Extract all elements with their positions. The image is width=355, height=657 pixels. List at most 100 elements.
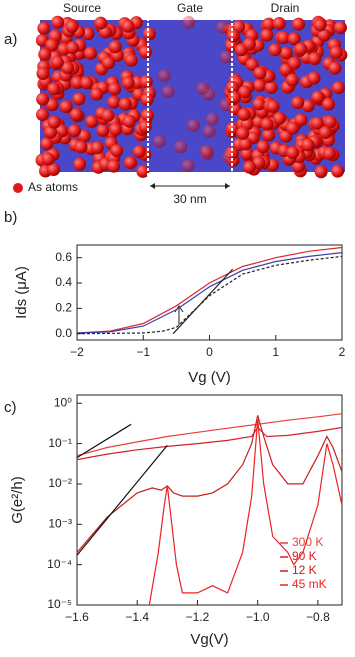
y-tick-label: 0.0: [55, 326, 72, 340]
atom: [226, 29, 240, 43]
atom: [72, 92, 86, 106]
atom: [101, 56, 115, 70]
x-tick-label: −1.0: [246, 610, 270, 624]
atom: [329, 45, 343, 59]
atom: [139, 75, 153, 89]
atom: [317, 28, 331, 42]
data-line: [76, 252, 343, 334]
y-tick-label: 10⁻¹: [48, 436, 72, 450]
x-tick-label: −0.8: [306, 610, 330, 624]
atom: [291, 96, 305, 110]
atom: [110, 144, 124, 158]
atom: [301, 99, 315, 113]
legend-label: 12 K: [292, 563, 317, 577]
atom: [118, 97, 132, 111]
atom: [51, 15, 65, 29]
atom: [227, 91, 241, 105]
x-tick-label: −1.6: [65, 610, 89, 624]
atom: [292, 17, 306, 31]
atom: [240, 147, 254, 161]
atom: [61, 61, 75, 75]
atom: [109, 122, 123, 136]
y-tick-label: 0.4: [55, 275, 72, 289]
atom: [157, 69, 171, 83]
atom: [219, 50, 233, 64]
atom: [272, 16, 286, 30]
atom: [199, 144, 213, 158]
atom: [85, 114, 99, 128]
atom: [121, 76, 135, 90]
atom: [318, 126, 332, 140]
atom: [69, 108, 83, 122]
atom: [41, 152, 55, 166]
plot-frame: [76, 244, 343, 341]
y-tick-label: 10⁻⁵: [47, 597, 72, 611]
data-line: [76, 445, 168, 556]
y-axis-label: G(e²/h): [9, 476, 26, 524]
region-label: Drain: [271, 1, 300, 15]
atom: [237, 107, 251, 121]
atom: [142, 27, 156, 41]
atom: [328, 61, 342, 75]
atom: [182, 15, 196, 29]
atom: [279, 46, 293, 60]
x-tick-label: −2: [70, 345, 84, 359]
atom: [260, 117, 274, 131]
atom: [252, 97, 266, 111]
atom: [181, 159, 195, 173]
atom: [132, 145, 146, 159]
atom: [45, 98, 59, 112]
atom: [136, 164, 150, 178]
atom: [262, 17, 276, 31]
atom: [83, 46, 97, 60]
atom: [310, 116, 324, 130]
atom: [239, 137, 253, 151]
atom: [276, 31, 290, 45]
atom: [174, 140, 188, 154]
data-line: [76, 415, 343, 553]
atom: [294, 42, 308, 56]
atom: [236, 126, 250, 140]
atom: [287, 56, 301, 70]
scale-label: 30 nm: [173, 192, 206, 206]
atom: [152, 134, 166, 148]
x-tick-label: 1: [272, 345, 279, 359]
data-line: [76, 413, 343, 457]
atom: [35, 108, 49, 122]
legend-label: As atoms: [28, 180, 78, 194]
x-tick-label: −1.2: [186, 610, 210, 624]
atom: [65, 20, 79, 34]
panel-label: c): [4, 399, 17, 416]
x-tick-label: 0: [206, 345, 213, 359]
atom: [307, 71, 321, 85]
atom: [205, 112, 219, 126]
atom: [322, 147, 336, 161]
atom: [138, 45, 152, 59]
atom: [333, 21, 347, 35]
atom: [108, 40, 122, 54]
atom: [90, 141, 104, 155]
atom: [74, 140, 88, 154]
atom: [73, 157, 87, 171]
atom: [272, 111, 286, 125]
legend-dot: [13, 183, 23, 193]
atom: [47, 82, 61, 96]
atom: [36, 67, 50, 81]
atom: [59, 100, 73, 114]
legend-label: 45 mK: [292, 577, 327, 591]
atom: [37, 21, 51, 35]
atom: [268, 43, 282, 57]
atom: [331, 164, 345, 178]
atom: [216, 20, 230, 34]
atom: [226, 80, 240, 94]
atom: [260, 28, 274, 42]
atom: [122, 114, 136, 128]
atom: [242, 37, 256, 51]
atom: [286, 146, 300, 160]
data-line: [76, 423, 132, 459]
atom: [47, 115, 61, 129]
atom: [262, 128, 276, 142]
atom: [266, 99, 280, 113]
atom: [66, 41, 80, 55]
